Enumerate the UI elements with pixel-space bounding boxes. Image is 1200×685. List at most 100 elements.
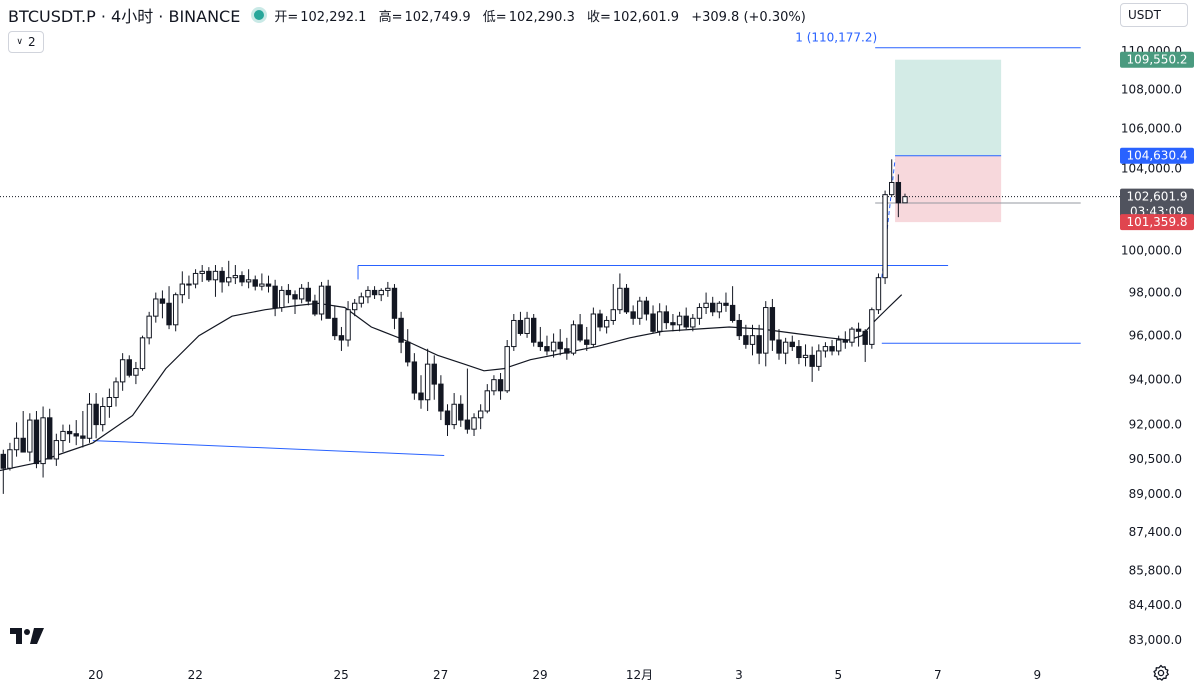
candle[interactable] [855,322,862,347]
candle[interactable] [524,311,530,338]
candle[interactable] [385,281,391,297]
candle[interactable] [491,375,497,396]
candle[interactable] [13,422,20,457]
candle[interactable] [902,193,908,204]
candle[interactable] [351,298,358,317]
candle[interactable] [729,286,736,323]
candle[interactable] [424,348,431,412]
candle[interactable] [431,355,437,400]
candle[interactable] [822,342,829,358]
candle[interactable] [610,284,616,325]
candle[interactable] [318,281,325,321]
candle[interactable] [802,344,809,367]
candle[interactable] [53,433,60,466]
candle[interactable] [829,340,835,356]
candle[interactable] [259,273,265,291]
settings-gear-icon[interactable] [1152,664,1170,682]
candle[interactable] [650,305,656,334]
candle[interactable] [192,269,199,289]
candle[interactable] [232,265,239,285]
candle[interactable] [365,286,371,304]
candle[interactable] [186,275,192,299]
symbol-title[interactable]: BTCUSDT.P · 4小时 · BINANCE [8,7,241,26]
candle[interactable] [239,271,245,287]
candle[interactable] [497,372,504,400]
candle[interactable] [570,320,577,356]
candle[interactable] [405,329,411,367]
candle[interactable] [623,284,630,314]
candle[interactable] [27,413,33,462]
candle[interactable] [835,335,842,356]
candle[interactable] [842,331,849,349]
candle[interactable] [159,290,166,319]
candle[interactable] [637,296,643,325]
candle[interactable] [411,353,418,400]
candle[interactable] [252,275,258,291]
candle[interactable] [73,420,79,446]
trendline[interactable] [92,440,445,456]
candle[interactable] [100,397,106,432]
profit-zone[interactable] [895,59,1002,156]
candle[interactable] [60,424,66,453]
candle[interactable] [378,288,384,302]
candle[interactable] [292,290,298,314]
candle[interactable] [736,313,742,341]
candle[interactable] [723,292,729,312]
candle[interactable] [338,326,345,351]
candle[interactable] [153,292,159,323]
candle[interactable] [869,307,875,349]
candle[interactable] [676,311,683,332]
candle[interactable] [438,375,444,421]
candle[interactable] [696,303,703,325]
candle[interactable] [504,340,510,394]
candle[interactable] [484,384,490,414]
candle[interactable] [663,305,669,330]
candle[interactable] [312,294,318,317]
candle[interactable] [517,311,524,336]
candle[interactable] [796,340,802,365]
candle[interactable] [444,404,451,436]
candle[interactable] [889,159,895,197]
candle[interactable] [809,346,815,382]
candle[interactable] [597,309,603,332]
candle[interactable] [371,286,378,299]
candle[interactable] [603,316,610,334]
candle[interactable] [66,424,73,443]
candle[interactable] [179,271,186,304]
candle[interactable] [590,307,597,347]
candle[interactable] [265,275,272,293]
candle[interactable] [305,281,311,306]
candle[interactable] [749,324,756,356]
candle[interactable] [332,305,338,341]
candle[interactable] [166,286,172,330]
candle[interactable] [564,337,570,360]
candle[interactable] [226,260,232,287]
candle[interactable] [464,368,471,434]
candle[interactable] [531,313,537,347]
candle[interactable] [769,298,776,351]
candle[interactable] [418,375,424,409]
candle[interactable] [763,301,769,367]
candle[interactable] [212,265,219,297]
candle[interactable] [617,273,623,314]
candle[interactable] [80,411,86,448]
candle[interactable] [550,333,557,358]
candle[interactable] [511,313,517,351]
candle[interactable] [325,279,331,319]
candle[interactable] [20,411,26,453]
candle[interactable] [285,284,292,304]
candle[interactable] [126,355,132,378]
candle[interactable] [471,413,477,436]
candle[interactable] [789,335,795,351]
candle[interactable] [33,411,40,469]
candle[interactable] [875,273,882,314]
candle[interactable] [219,267,225,293]
candle[interactable] [358,292,365,308]
candle[interactable] [656,303,663,336]
candle[interactable] [93,393,99,439]
candle[interactable] [537,326,544,351]
candle[interactable] [298,284,305,304]
candle[interactable] [113,377,119,407]
candle[interactable] [7,442,13,471]
